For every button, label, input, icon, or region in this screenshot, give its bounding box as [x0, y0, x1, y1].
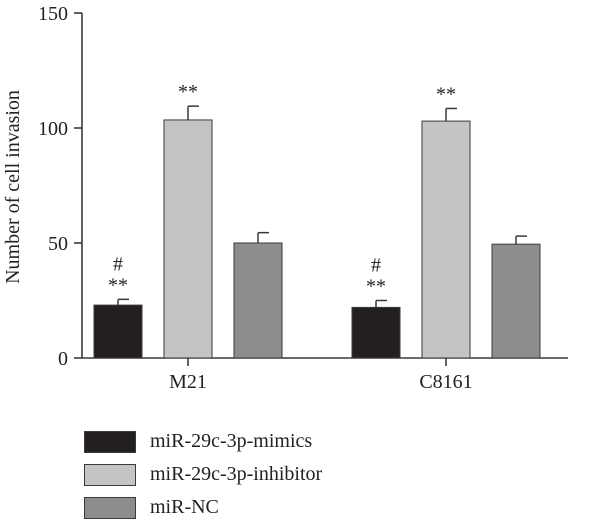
significance-label: ** [178, 81, 198, 103]
x-tick-label: C8161 [419, 371, 472, 393]
significance-label: ** [436, 83, 456, 105]
y-tick-label: 50 [48, 233, 68, 255]
y-tick-label: 0 [58, 348, 68, 370]
bar [163, 119, 213, 359]
significance-label: ** [366, 276, 386, 298]
legend-label: miR-29c-3p-mimics [150, 430, 313, 452]
y-axis-label: Number of cell invasion [2, 90, 24, 284]
bar [93, 304, 143, 359]
legend: miR-29c-3p-mimics miR-29c-3p-inhibitor m… [84, 425, 322, 524]
legend-label: miR-NC [150, 496, 219, 518]
y-tick-label: 150 [38, 3, 68, 25]
chart-bars [93, 105, 541, 359]
legend-swatch-mimics [84, 430, 136, 453]
legend-item: miR-29c-3p-mimics [84, 425, 322, 458]
legend-item: miR-29c-3p-inhibitor [84, 458, 322, 491]
significance-label: ** [108, 274, 128, 296]
significance-label: # [113, 253, 123, 275]
bar [491, 243, 541, 359]
legend-swatch-inhibitor [84, 463, 136, 486]
x-tick-label: M21 [169, 371, 207, 393]
chart-axes [74, 12, 568, 366]
legend-item: miR-NC [84, 491, 322, 524]
significance-label: # [371, 255, 381, 277]
bar [233, 242, 283, 359]
y-tick-label: 100 [38, 118, 68, 140]
legend-label: miR-29c-3p-inhibitor [150, 463, 323, 485]
legend-swatch-nc [84, 496, 136, 519]
bar [421, 120, 471, 359]
bar [351, 306, 401, 359]
